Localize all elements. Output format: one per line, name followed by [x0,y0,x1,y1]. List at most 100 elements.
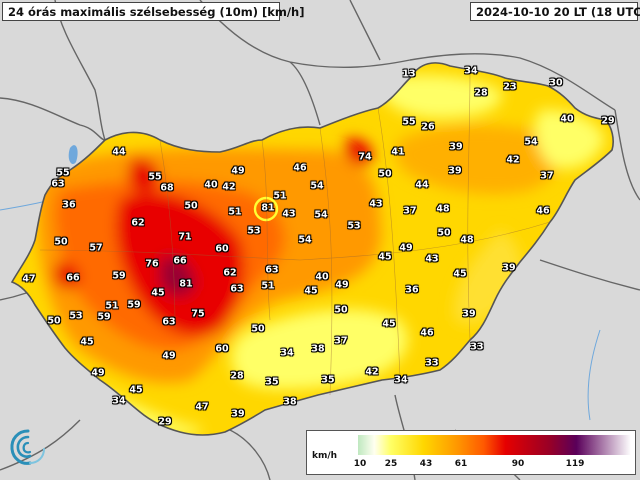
station-value: 51 [261,280,275,292]
station-value: 39 [449,141,463,153]
station-value: 13 [402,68,416,80]
station-value: 40 [204,179,218,191]
station-value: 63 [162,316,176,328]
station-value: 30 [549,77,563,89]
station-value: 63 [51,178,65,190]
station-value: 33 [470,341,484,353]
legend-tick: 119 [565,459,585,469]
station-value: 59 [97,311,111,323]
station-value: 57 [89,242,103,254]
station-value: 53 [247,225,261,237]
station-value: 34 [464,65,478,77]
station-value: 54 [310,180,324,192]
station-value: 35 [321,374,335,386]
color-legend: km/h 10 25 43 61 90 119 [306,430,636,475]
station-value: 34 [394,374,408,386]
station-value: 40 [560,113,574,125]
station-value: 38 [283,396,297,408]
station-value: 74 [358,151,372,163]
station-value: 45 [80,336,94,348]
logo-icon [10,429,45,465]
station-value: 50 [47,315,61,327]
station-value: 50 [251,323,265,335]
station-value: 54 [524,136,538,148]
station-value: 23 [503,81,517,93]
station-value: 40 [315,271,329,283]
station-value: 45 [382,318,396,330]
station-value: 33 [425,357,439,369]
station-value: 44 [415,179,429,191]
station-value: 45 [304,285,318,297]
station-value: 49 [162,350,176,362]
station-value: 51 [228,206,242,218]
station-value: 42 [365,366,379,378]
station-value: 28 [230,370,244,382]
station-value: 45 [129,384,143,396]
station-value: 36 [405,284,419,296]
station-value: 68 [160,182,174,194]
station-value: 37 [403,205,417,217]
station-value: 50 [437,227,451,239]
station-value: 35 [265,376,279,388]
legend-unit: km/h [312,451,338,461]
legend-tick: 25 [384,459,398,469]
station-value: 59 [127,299,141,311]
station-value: 50 [378,168,392,180]
station-value: 53 [69,310,83,322]
station-value: 41 [391,146,405,158]
station-value: 49 [335,279,349,291]
station-value: 39 [231,408,245,420]
station-value: 45 [378,251,392,263]
station-value: 48 [460,234,474,246]
station-value: 55 [402,116,416,128]
station-value: 63 [230,283,244,295]
station-value: 60 [215,343,229,355]
station-value: 54 [298,234,312,246]
legend-color-bar [358,435,631,455]
station-value: 55 [56,167,70,179]
legend-tick: 90 [511,459,525,469]
station-value: 37 [540,170,554,182]
station-value: 29 [158,416,172,428]
station-value: 42 [222,181,236,193]
station-value: 34 [280,347,294,359]
station-value: 60 [215,243,229,255]
station-value: 44 [112,146,126,158]
station-value: 43 [369,198,383,210]
legend-tick: 61 [454,459,468,469]
station-value: 34 [112,395,126,407]
station-value: 46 [420,327,434,339]
station-value: 49 [399,242,413,254]
station-value: 62 [131,217,145,229]
station-value: 39 [462,308,476,320]
map-title: 24 órás maximális szélsebesség (10m) [km… [2,2,304,21]
station-value: 66 [66,272,80,284]
station-value: 39 [448,165,462,177]
station-value: 26 [421,121,435,133]
station-value: 51 [273,190,287,202]
station-value: 55 [148,171,162,183]
legend-tick: 10 [353,459,367,469]
station-value: 63 [265,264,279,276]
station-value: 49 [231,165,245,177]
station-value: 81 [261,202,275,214]
county-borders [39,69,551,396]
station-value: 38 [311,343,325,355]
station-value: 29 [601,115,615,127]
station-value: 39 [502,262,516,274]
station-value: 50 [334,304,348,316]
station-value: 48 [436,203,450,215]
station-value: 51 [105,300,119,312]
station-value: 45 [453,268,467,280]
station-value: 49 [91,367,105,379]
station-value: 59 [112,270,126,282]
station-value: 43 [282,208,296,220]
station-value: 45 [151,287,165,299]
station-value: 42 [506,154,520,166]
station-value: 47 [22,273,36,285]
station-value: 36 [62,199,76,211]
map-timestamp: 2024-10-10 20 LT (18 UTC) [470,2,640,21]
station-value: 54 [314,209,328,221]
